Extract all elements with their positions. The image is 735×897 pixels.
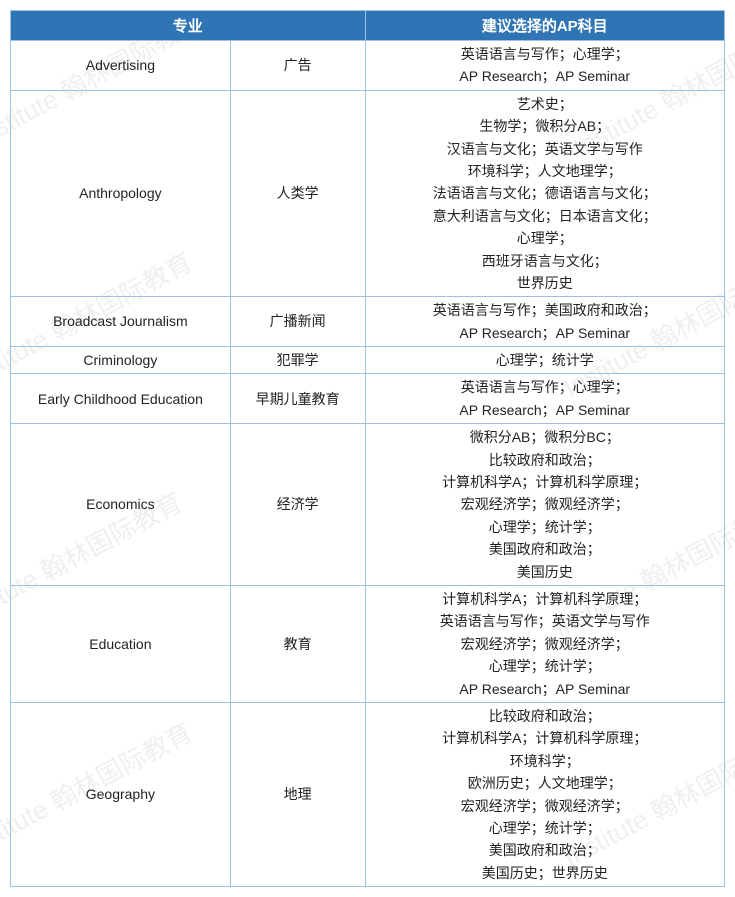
major-english: Geography <box>11 702 231 886</box>
ap-subjects: 比较政府和政治；计算机科学A；计算机科学原理；环境科学；欧洲历史；人文地理学；宏… <box>365 702 724 886</box>
major-chinese: 经济学 <box>230 424 365 586</box>
major-english: Anthropology <box>11 90 231 297</box>
major-english: Economics <box>11 424 231 586</box>
table-row: Advertising广告英语语言与写作；心理学；AP Research；AP … <box>11 41 725 91</box>
major-chinese: 教育 <box>230 585 365 702</box>
ap-subjects: 英语语言与写作；心理学；AP Research；AP Seminar <box>365 374 724 424</box>
table-body: Advertising广告英语语言与写作；心理学；AP Research；AP … <box>11 41 725 887</box>
table-row: Anthropology人类学艺术史；生物学；微积分AB；汉语言与文化；英语文学… <box>11 90 725 297</box>
table-header-row: 专业 建议选择的AP科目 <box>11 11 725 41</box>
table-row: Criminology犯罪学心理学；统计学 <box>11 347 725 374</box>
major-chinese: 早期儿童教育 <box>230 374 365 424</box>
major-chinese: 广播新闻 <box>230 297 365 347</box>
ap-subjects: 心理学；统计学 <box>365 347 724 374</box>
major-english: Education <box>11 585 231 702</box>
major-chinese: 广告 <box>230 41 365 91</box>
major-chinese: 地理 <box>230 702 365 886</box>
table-row: Education教育计算机科学A；计算机科学原理；英语语言与写作；英语文学与写… <box>11 585 725 702</box>
ap-subjects: 微积分AB；微积分BC；比较政府和政治；计算机科学A；计算机科学原理；宏观经济学… <box>365 424 724 586</box>
major-english: Broadcast Journalism <box>11 297 231 347</box>
ap-recommendation-table: 专业 建议选择的AP科目 Advertising广告英语语言与写作；心理学；AP… <box>10 10 725 887</box>
major-chinese: 犯罪学 <box>230 347 365 374</box>
table-row: Early Childhood Education早期儿童教育英语语言与写作；心… <box>11 374 725 424</box>
table-row: Economics经济学微积分AB；微积分BC；比较政府和政治；计算机科学A；计… <box>11 424 725 586</box>
table-row: Broadcast Journalism广播新闻英语语言与写作；美国政府和政治；… <box>11 297 725 347</box>
ap-subjects: 英语语言与写作；心理学；AP Research；AP Seminar <box>365 41 724 91</box>
ap-subjects: 计算机科学A；计算机科学原理；英语语言与写作；英语文学与写作宏观经济学；微观经济… <box>365 585 724 702</box>
major-english: Criminology <box>11 347 231 374</box>
major-english: Advertising <box>11 41 231 91</box>
ap-subjects: 英语语言与写作；美国政府和政治；AP Research；AP Seminar <box>365 297 724 347</box>
major-chinese: 人类学 <box>230 90 365 297</box>
table-row: Geography地理比较政府和政治；计算机科学A；计算机科学原理；环境科学；欧… <box>11 702 725 886</box>
header-major: 专业 <box>11 11 366 41</box>
header-ap: 建议选择的AP科目 <box>365 11 724 41</box>
major-english: Early Childhood Education <box>11 374 231 424</box>
ap-subjects: 艺术史；生物学；微积分AB；汉语言与文化；英语文学与写作环境科学；人文地理学；法… <box>365 90 724 297</box>
